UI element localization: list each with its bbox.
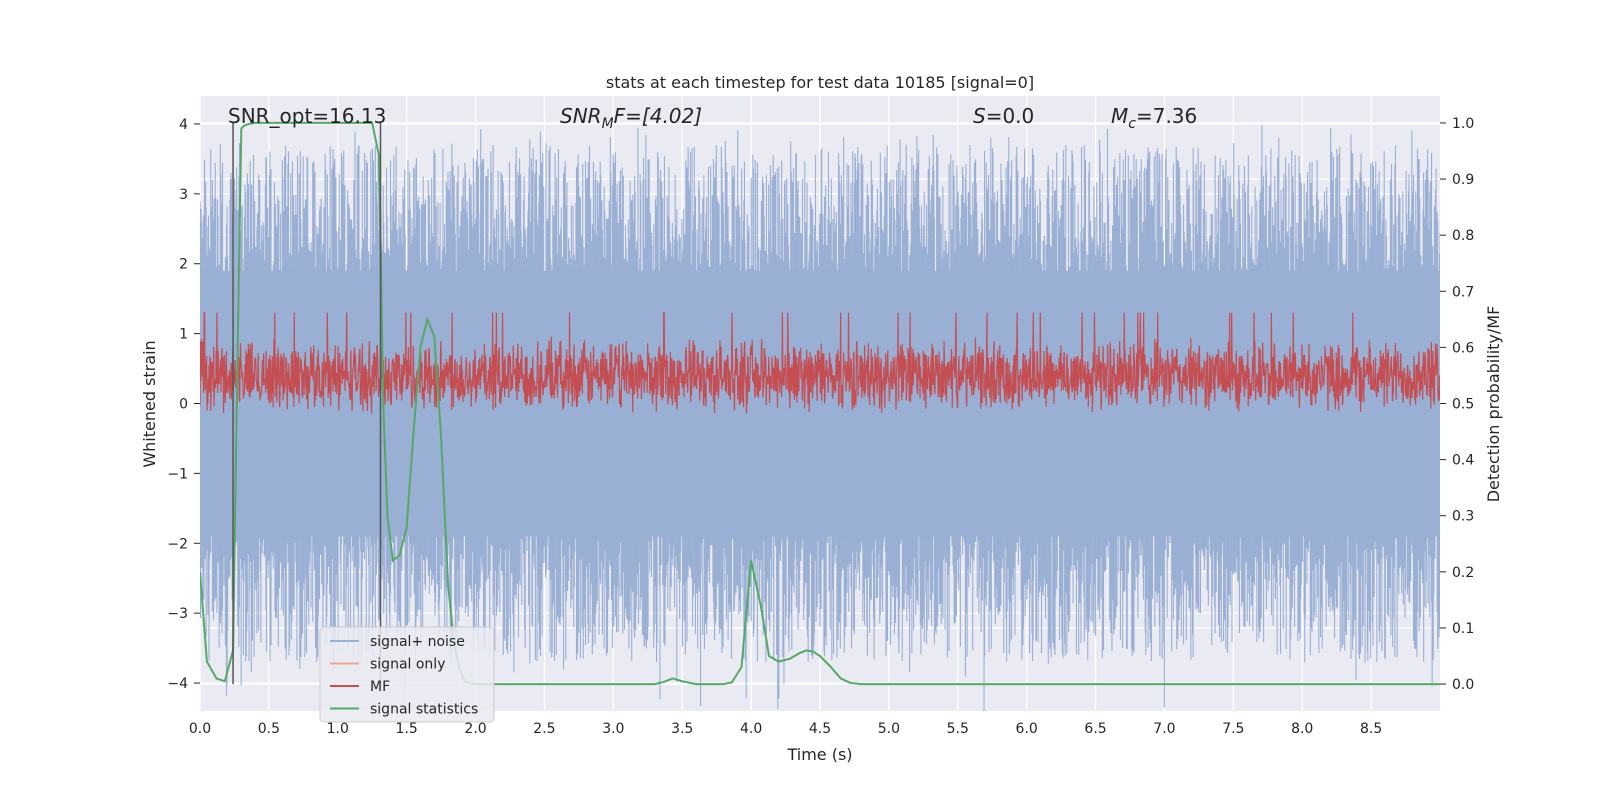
- x-tick-label: 4.0: [740, 721, 762, 737]
- snr-mf-subscript: M: [602, 116, 614, 132]
- y-tick-label: −1: [167, 466, 188, 482]
- x-tick-label: 7.5: [1222, 721, 1244, 737]
- x-tick-label: 8.5: [1360, 721, 1382, 737]
- s-annotation: S=0.0: [973, 104, 1034, 128]
- right-y-tick-label: 0.9: [1452, 172, 1474, 188]
- snr-mf-suffix: F=[4.02]: [614, 104, 702, 128]
- x-tick-label: 5.0: [878, 721, 900, 737]
- series-signal-noise-band: [200, 270, 1440, 537]
- x-tick-label: 6.5: [1084, 721, 1106, 737]
- y-axis-label: Whitened strain: [140, 340, 159, 467]
- right-y-tick-label: 0.8: [1452, 228, 1474, 244]
- snr-mf-annotation: SNRMF=[4.02]: [560, 104, 702, 132]
- y-tick-label: 4: [179, 117, 188, 133]
- mc-label: M: [1111, 104, 1128, 128]
- right-y-tick-label: 0.6: [1452, 340, 1474, 356]
- x-tick-label: 6.0: [1016, 721, 1038, 737]
- x-tick-label: 7.0: [1153, 721, 1175, 737]
- right-y-tick-label: 0.1: [1452, 621, 1474, 637]
- x-tick-label: 5.5: [947, 721, 969, 737]
- y-tick-label: −2: [167, 536, 188, 552]
- x-tick-label: 2.0: [464, 721, 486, 737]
- mc-value: =7.36: [1136, 104, 1197, 128]
- legend: signal+ noise signal only MF signal statist…: [319, 626, 495, 723]
- x-tick-label: 0.5: [258, 721, 280, 737]
- series-layer: [200, 121, 1440, 711]
- right-y-tick-label: 0.3: [1452, 509, 1474, 525]
- chart-title: stats at each timestep for test data 101…: [606, 73, 1034, 92]
- mc-subscript: c: [1128, 116, 1136, 132]
- y-tick-label: 0: [179, 397, 188, 413]
- right-y-tick-label: 1.0: [1452, 116, 1474, 132]
- y-tick-label: 3: [179, 187, 188, 203]
- legend-entry-label: MF: [370, 679, 390, 695]
- snr-mf-prefix: SNR: [560, 104, 602, 128]
- y-tick-label: 2: [179, 257, 188, 273]
- legend-entry-label: signal statistics: [370, 702, 478, 718]
- x-tick-label: 0.0: [189, 721, 211, 737]
- right-y-tick-label: 0.0: [1452, 677, 1474, 693]
- x-tick-label: 3.0: [602, 721, 624, 737]
- legend-frame: [319, 626, 495, 723]
- x-tick-label: 1.0: [327, 721, 349, 737]
- snr-opt-annotation: SNR_opt=16.13: [228, 104, 386, 128]
- x-tick-label: 1.5: [396, 721, 418, 737]
- legend-entry-label: signal+ noise: [370, 634, 465, 650]
- right-y-tick-label: 0.4: [1452, 453, 1474, 469]
- right-y-axis-label: Detection probability/MF: [1484, 306, 1503, 503]
- x-axis-label: Time (s): [786, 745, 852, 764]
- x-tick-label: 4.5: [809, 721, 831, 737]
- legend-entries: signal+ noise signal only MF signal statist…: [330, 634, 478, 718]
- y-tick-label: 1: [179, 327, 188, 343]
- x-tick-label: 2.5: [533, 721, 555, 737]
- mc-annotation: Mc=7.36: [1111, 104, 1197, 132]
- x-tick-label: 3.5: [671, 721, 693, 737]
- tick-labels: 0.0 0.5 1.0 1.5 2.0 2.5 3.0 3.5 4.0 4.5 5.0 5.5 6.0 6…: [167, 116, 1474, 737]
- right-y-tick-label: 0.5: [1452, 397, 1474, 413]
- right-y-tick-label: 0.7: [1452, 284, 1474, 300]
- y-tick-label: −4: [167, 676, 188, 692]
- x-tick-label: 8.0: [1291, 721, 1313, 737]
- legend-entry-label: signal only: [370, 657, 445, 673]
- series-mf: [200, 312, 1440, 414]
- y-tick-label: −3: [167, 606, 188, 622]
- right-y-tick-label: 0.2: [1452, 565, 1474, 581]
- vertical-marker-lines: [232, 122, 382, 685]
- s-label: S: [973, 104, 986, 128]
- s-value: =0.0: [986, 104, 1035, 128]
